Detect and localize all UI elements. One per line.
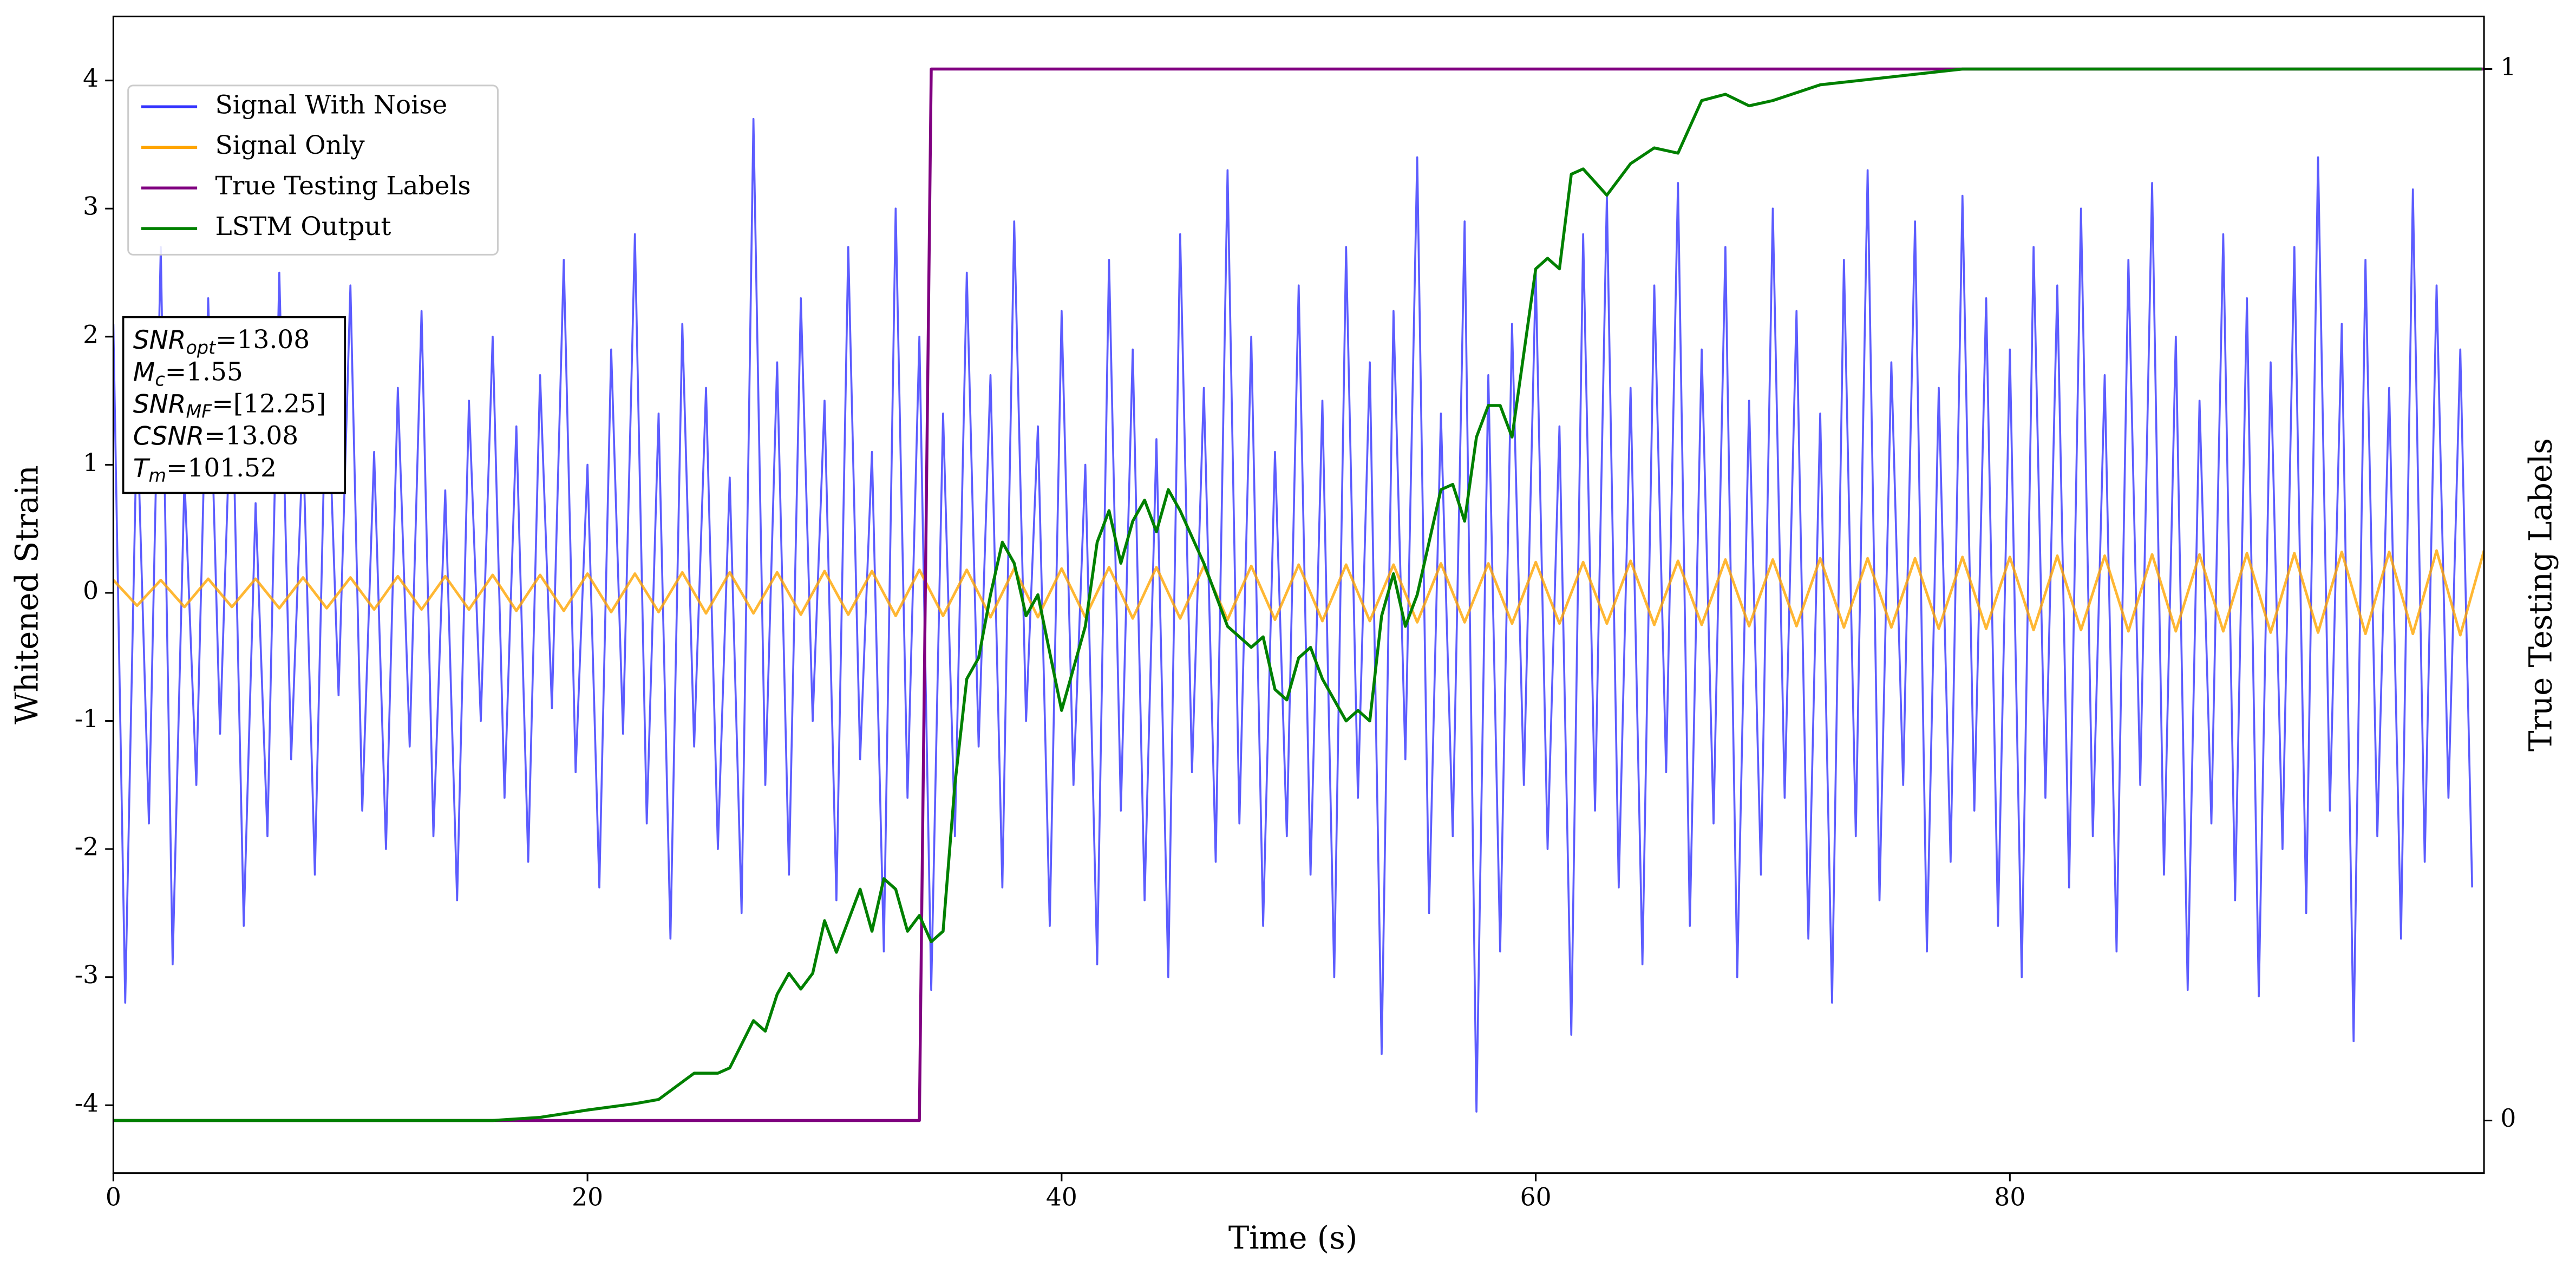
legend: Signal With Noise Signal Only True Testing… [127,84,499,256]
x-tick-label: 60 [1520,1183,1552,1212]
annotation-box: SNRopt=13.08Mc=1.55SNRMF=[12.25]CSNR=13.… [122,316,346,494]
annotation-line: SNRMF=[12.25] [133,389,326,422]
annotation-value: =1.55 [165,357,243,387]
y-tick-label: 1 [83,448,99,477]
annotation-line: SNRopt=13.08 [133,325,310,358]
annotation-subscript: opt [186,337,217,358]
annotation-value: =13.08 [215,325,310,355]
y-tick-label: -4 [75,1089,99,1118]
y-axis-label: Whitened Strain [9,465,45,724]
y-tick-label: 3 [83,192,99,221]
y2-tick-label: 0 [2500,1104,2516,1133]
annotation-line: CSNR=13.08 [133,421,298,452]
x-tick-label: 80 [1994,1183,2025,1212]
series-line [113,67,2485,1122]
legend-label: LSTM Output [215,212,391,241]
series-line [113,117,2474,1113]
y-tick-label: -1 [75,704,99,733]
annotation-symbol: M [133,357,155,387]
annotation-symbol: CSNR [133,421,204,451]
legend-box [127,84,499,256]
axes-frame [112,15,2485,1174]
y-tick-label: -2 [75,833,99,861]
y2-axis-label: True Testing Labels [2522,438,2559,752]
legend-label: Signal With Noise [215,90,448,120]
y-tick-label: -3 [75,961,99,989]
y-tick-label: 4 [83,64,99,93]
x-tick-label: 0 [106,1183,121,1212]
annotation-value: =101.52 [166,453,277,483]
annotation-subscript: c [155,369,165,390]
legend-label: True Testing Labels [215,171,471,201]
plot-area [113,67,2485,1122]
series-line [113,549,2485,637]
annotation-line: Mc=1.55 [133,357,243,390]
annotation-subscript: m [149,465,167,486]
y-tick-label: 0 [83,576,99,605]
annotation-frame [122,316,346,494]
x-axis-label: Time (s) [1228,1219,1358,1256]
annotation-subscript: MF [186,401,212,422]
x-tick-label: 40 [1046,1183,1077,1212]
annotation-value: =13.08 [204,421,298,451]
y2-tick-label: 1 [2500,53,2516,81]
legend-label: Signal Only [215,130,365,160]
y-tick-label: 2 [83,320,99,349]
annotation-value: =[12.25] [212,389,326,419]
annotation-symbol: SNR [133,389,186,419]
annotation-symbol: T [133,453,151,483]
x-tick-label: 20 [572,1183,603,1212]
annotation-line: Tm=101.52 [133,453,277,486]
series-line [113,67,2482,1122]
annotation-symbol: SNR [133,325,186,355]
